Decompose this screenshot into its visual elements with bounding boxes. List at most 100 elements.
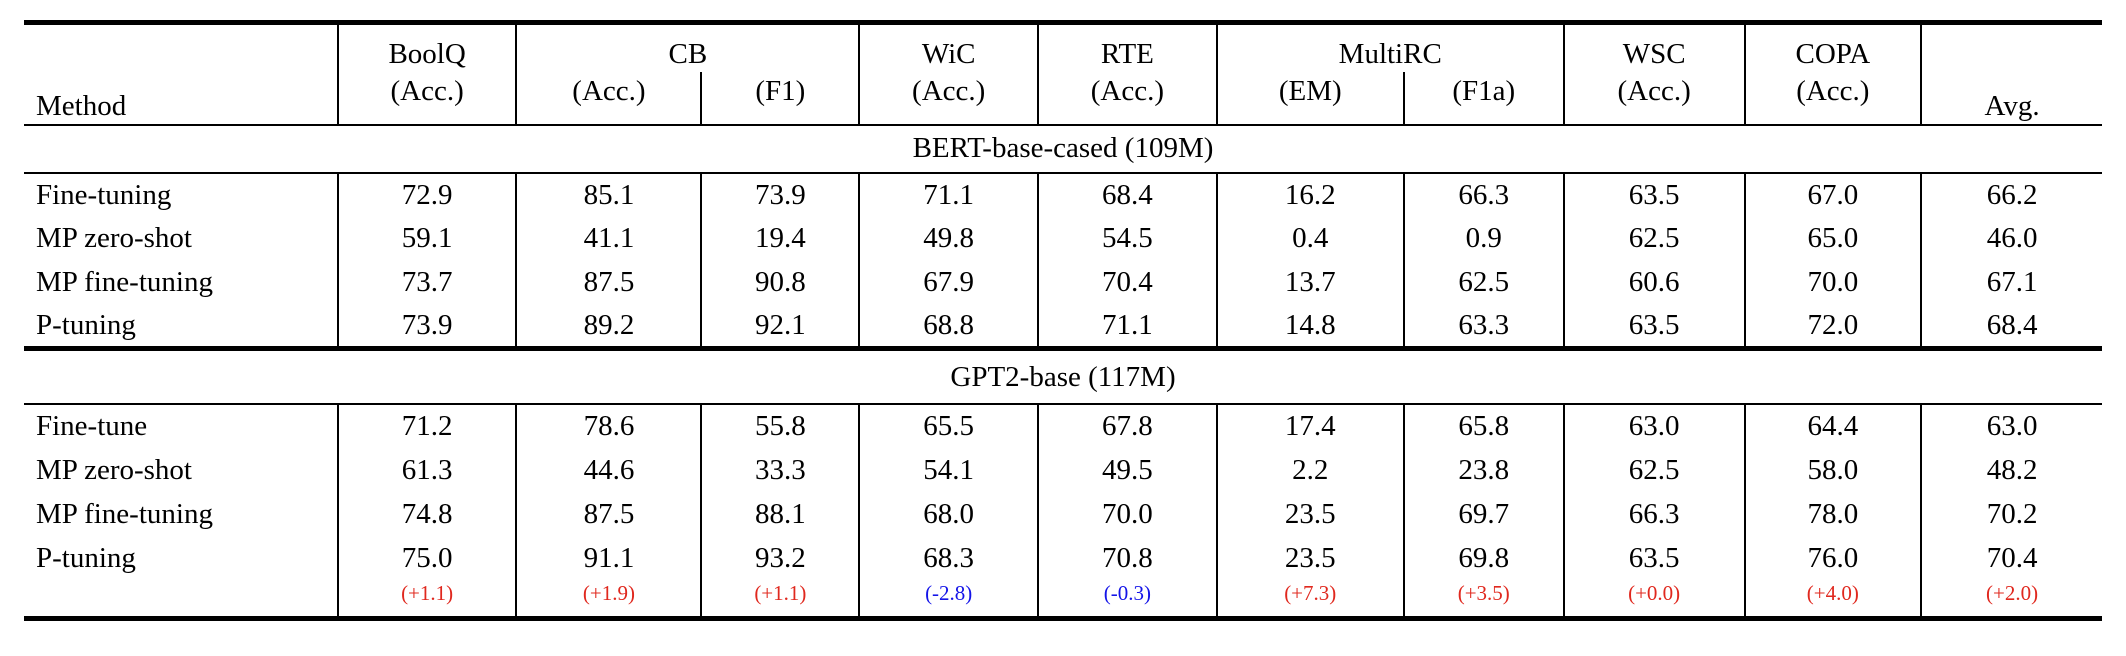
subheader-boolq-acc: (Acc.) bbox=[337, 71, 518, 125]
table-row: MP fine-tuning 73.7 87.5 90.8 67.9 70.4 … bbox=[24, 260, 2102, 305]
value-cell: 70.4 bbox=[1986, 541, 2038, 574]
value-cell: 60.6 bbox=[1563, 260, 1746, 305]
value-cell: 73.9 bbox=[337, 304, 518, 349]
header-row-groups: Method BoolQ CB WiC RTE MultiRC WSC COPA… bbox=[24, 22, 2102, 125]
table-row: MP zero-shot 61.3 44.6 33.3 54.1 49.5 2.… bbox=[24, 448, 2102, 492]
value-cell: 63.5 bbox=[1563, 304, 1746, 349]
value-cell: 23.5 bbox=[1216, 536, 1405, 580]
value-cell: 70.8 bbox=[1038, 536, 1218, 580]
method-cell: P-tuning bbox=[24, 304, 339, 349]
value-cell: 71.1 bbox=[1038, 304, 1218, 349]
value-cell: 71.1 bbox=[859, 172, 1040, 217]
value-cell: 76.0 bbox=[1744, 536, 1923, 580]
value-cell: 85.1 bbox=[516, 172, 703, 217]
value-cell: 16.2 bbox=[1216, 172, 1405, 217]
value-cell: 48.2 bbox=[1986, 453, 2038, 486]
value-cell: 44.6 bbox=[516, 448, 703, 492]
value-cell: 49.8 bbox=[859, 216, 1040, 261]
value-cell: 55.8 bbox=[701, 404, 861, 448]
value-cell: 71.2 bbox=[337, 404, 518, 448]
value-cell: 70.4 bbox=[1038, 260, 1218, 305]
section-title-bert: BERT-base-cased (109M) bbox=[24, 123, 2102, 174]
column-header-avg: Avg. bbox=[1984, 90, 2040, 123]
value-cell: 87.5 bbox=[516, 260, 703, 305]
value-cell: 0.4 bbox=[1216, 216, 1405, 261]
value-cell: 62.5 bbox=[1563, 448, 1746, 492]
delta-cell: (+7.3) bbox=[1216, 580, 1405, 618]
subheader-rte-acc: (Acc.) bbox=[1038, 71, 1218, 125]
value-cell: 14.8 bbox=[1216, 304, 1405, 349]
value-cell: 62.5 bbox=[1563, 216, 1746, 261]
header-row-metrics: (Acc.) (Acc.) (F1) (Acc.) (Acc.) (EM) (F… bbox=[24, 71, 2102, 125]
delta-cell: (-2.8) bbox=[859, 580, 1040, 618]
value-cell: 70.0 bbox=[1038, 492, 1218, 536]
delta-row: (+1.1) (+1.9) (+1.1) (-2.8) (-0.3) (+7.3… bbox=[24, 580, 2102, 618]
value-cell: 63.5 bbox=[1563, 536, 1746, 580]
value-cell: 78.0 bbox=[1744, 492, 1923, 536]
value-cell: 17.4 bbox=[1216, 404, 1405, 448]
subheader-wsc-acc: (Acc.) bbox=[1563, 71, 1746, 125]
benchmark-results-table: Method BoolQ CB WiC RTE MultiRC WSC COPA… bbox=[24, 20, 2102, 621]
subheader-multirc-f1a: (F1a) bbox=[1403, 71, 1565, 125]
value-cell: 91.1 bbox=[516, 536, 703, 580]
value-cell: 67.8 bbox=[1038, 404, 1218, 448]
value-cell: 23.5 bbox=[1216, 492, 1405, 536]
method-cell: Fine-tune bbox=[24, 404, 339, 448]
value-cell: 69.8 bbox=[1403, 536, 1565, 580]
delta-cell: (+1.9) bbox=[516, 580, 703, 618]
value-cell: 75.0 bbox=[337, 536, 518, 580]
delta-cell: (+4.0) bbox=[1744, 580, 1923, 618]
value-cell: 78.6 bbox=[516, 404, 703, 448]
value-cell: 74.8 bbox=[337, 492, 518, 536]
value-cell: 49.5 bbox=[1038, 448, 1218, 492]
value-cell: 67.0 bbox=[1744, 172, 1923, 217]
delta-cell: (+3.5) bbox=[1403, 580, 1565, 618]
value-cell: 58.0 bbox=[1744, 448, 1923, 492]
value-cell: 23.8 bbox=[1403, 448, 1565, 492]
table-row: MP zero-shot 59.1 41.1 19.4 49.8 54.5 0.… bbox=[24, 216, 2102, 261]
value-cell: 59.1 bbox=[337, 216, 518, 261]
value-cell: 72.9 bbox=[337, 172, 518, 217]
value-cell: 68.4 bbox=[1986, 309, 2038, 342]
value-cell: 73.7 bbox=[337, 260, 518, 305]
value-cell: 63.0 bbox=[1563, 404, 1746, 448]
value-cell: 63.0 bbox=[1986, 410, 2038, 443]
column-header-wic: WiC bbox=[859, 22, 1040, 72]
method-cell: MP fine-tuning bbox=[24, 492, 339, 536]
column-header-cb: CB bbox=[516, 22, 861, 72]
value-cell: 61.3 bbox=[337, 448, 518, 492]
column-header-rte: RTE bbox=[1038, 22, 1218, 72]
delta-cell: (-0.3) bbox=[1038, 580, 1218, 618]
subheader-wic-acc: (Acc.) bbox=[859, 71, 1040, 125]
value-cell: 46.0 bbox=[1986, 222, 2038, 255]
method-cell: MP zero-shot bbox=[24, 448, 339, 492]
delta-cell: (+0.0) bbox=[1563, 580, 1746, 618]
table-row: Fine-tune 71.2 78.6 55.8 65.5 67.8 17.4 … bbox=[24, 404, 2102, 448]
value-cell: 13.7 bbox=[1216, 260, 1405, 305]
value-cell: 66.3 bbox=[1563, 492, 1746, 536]
table-row: P-tuning 75.0 91.1 93.2 68.3 70.8 23.5 6… bbox=[24, 536, 2102, 580]
table-row: P-tuning 73.9 89.2 92.1 68.8 71.1 14.8 6… bbox=[24, 304, 2102, 349]
results-table-container: Method BoolQ CB WiC RTE MultiRC WSC COPA… bbox=[24, 20, 2102, 621]
value-cell: 93.2 bbox=[701, 536, 861, 580]
value-cell: 89.2 bbox=[516, 304, 703, 349]
value-cell: 65.5 bbox=[859, 404, 1040, 448]
table-row: MP fine-tuning 74.8 87.5 88.1 68.0 70.0 … bbox=[24, 492, 2102, 536]
value-cell: 65.0 bbox=[1744, 216, 1923, 261]
section-title-row: GPT2-base (117M) bbox=[24, 346, 2102, 405]
column-header-method: Method bbox=[24, 22, 339, 125]
section-title-row: BERT-base-cased (109M) bbox=[24, 123, 2102, 174]
value-cell: 66.2 bbox=[1986, 178, 2038, 211]
section-title-gpt2: GPT2-base (117M) bbox=[24, 346, 2102, 405]
value-cell: 41.1 bbox=[516, 216, 703, 261]
value-cell: 63.5 bbox=[1563, 172, 1746, 217]
column-header-boolq: BoolQ bbox=[337, 22, 518, 72]
table-row: Fine-tuning 72.9 85.1 73.9 71.1 68.4 16.… bbox=[24, 172, 2102, 217]
value-cell: 64.4 bbox=[1744, 404, 1923, 448]
delta-cell: (+1.1) bbox=[701, 580, 861, 618]
method-cell: MP fine-tuning bbox=[24, 260, 339, 305]
value-cell: 54.1 bbox=[859, 448, 1040, 492]
value-cell: 63.3 bbox=[1403, 304, 1565, 349]
value-cell: 88.1 bbox=[701, 492, 861, 536]
value-cell: 65.8 bbox=[1403, 404, 1565, 448]
